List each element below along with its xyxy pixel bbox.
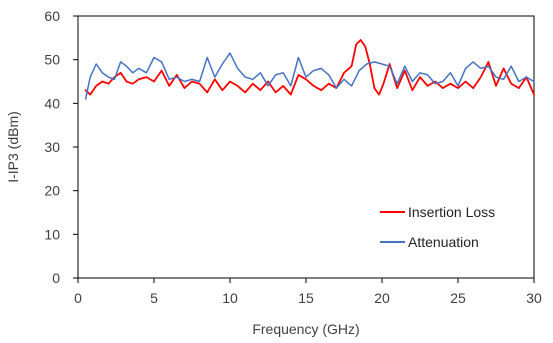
x-tick-label: 10	[222, 290, 238, 306]
y-tick-label: 0	[52, 270, 60, 286]
x-tick-label: 0	[74, 290, 82, 306]
y-axis-label: I-IP3 (dBm)	[5, 111, 21, 183]
y-tick-label: 50	[44, 52, 60, 68]
y-tick-label: 10	[44, 226, 60, 242]
y-tick-label: 40	[44, 95, 60, 111]
legend-label-attenuation: Attenuation	[408, 234, 479, 250]
x-tick-label: 25	[450, 290, 466, 306]
series-lines	[84, 39, 535, 100]
x-tick-label: 5	[150, 290, 158, 306]
legend-label-insertion-loss: Insertion Loss	[408, 204, 495, 220]
x-tick-label: 30	[526, 290, 542, 306]
y-tick-label: 60	[44, 8, 60, 24]
legend: Insertion Loss Attenuation	[380, 204, 495, 250]
x-axis-ticks: 0 5 10 15 20 25 30	[74, 278, 542, 306]
series-line-attenuation	[84, 52, 535, 100]
x-axis-label: Frequency (GHz)	[252, 321, 359, 337]
y-tick-label: 30	[44, 139, 60, 155]
y-axis-ticks: 0 10 20 30 40 50 60	[44, 8, 78, 286]
x-tick-label: 15	[298, 290, 314, 306]
y-tick-label: 20	[44, 183, 60, 199]
x-tick-label: 20	[374, 290, 390, 306]
series-line-insertion-loss	[84, 39, 535, 96]
